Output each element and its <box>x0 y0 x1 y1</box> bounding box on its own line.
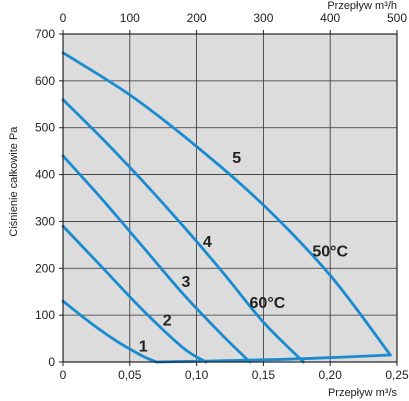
curve-label: 1 <box>139 339 148 356</box>
series-line <box>61 98 305 364</box>
series-line <box>61 51 392 357</box>
top-tick-label: 100 <box>120 11 140 25</box>
curve-label: 2 <box>163 312 172 329</box>
y-tick-label: 100 <box>35 308 55 322</box>
curve-label: 60°C <box>250 295 286 312</box>
plot-frame <box>62 33 398 363</box>
top-tick-label: 200 <box>187 11 207 25</box>
curve-label: 50°C <box>312 244 348 261</box>
top-tick-label: 0 <box>60 11 67 25</box>
x-tick-label: 0,25 <box>385 368 409 382</box>
x-tick-label: 0 <box>60 368 67 382</box>
tick-labels: 0 0,05 0,10 0,15 0,20 0,25 0 100 200 300 400 500 0 10… <box>35 11 409 382</box>
y-tick-label: 600 <box>35 74 55 88</box>
top-axis-label: Przepływ m³/h <box>327 0 397 12</box>
x-tick-label: 0,15 <box>252 368 276 382</box>
y-tick-label: 200 <box>35 261 55 275</box>
x-tick-label: 0,05 <box>118 368 142 382</box>
y-tick-label: 0 <box>48 355 55 369</box>
curve-label: 5 <box>232 150 241 167</box>
y-tick-label: 400 <box>35 168 55 182</box>
top-tick-label: 400 <box>320 11 340 25</box>
y-tick-label: 500 <box>35 121 55 135</box>
curve-labels: 12 3 4 5 60°C 50°C <box>139 150 349 356</box>
top-tick-label: 500 <box>387 11 407 25</box>
curve-label: 3 <box>181 274 190 291</box>
series-line <box>61 224 208 364</box>
x-tick-label: 0,10 <box>185 368 209 382</box>
top-tick-label: 300 <box>253 11 273 25</box>
x-tick-label: 0,20 <box>319 368 343 382</box>
curve-label: 4 <box>203 234 212 251</box>
y-axis-label: Ciśnienie całkowite Pa <box>8 126 20 237</box>
grid <box>63 34 397 362</box>
series-line <box>61 299 158 364</box>
series-lines <box>61 51 392 364</box>
x-axis-label: Przepływ m³/s <box>328 387 398 399</box>
y-tick-label: 300 <box>35 214 55 228</box>
series-line <box>155 353 392 364</box>
y-tick-label: 700 <box>35 27 55 41</box>
series-line <box>61 154 252 364</box>
